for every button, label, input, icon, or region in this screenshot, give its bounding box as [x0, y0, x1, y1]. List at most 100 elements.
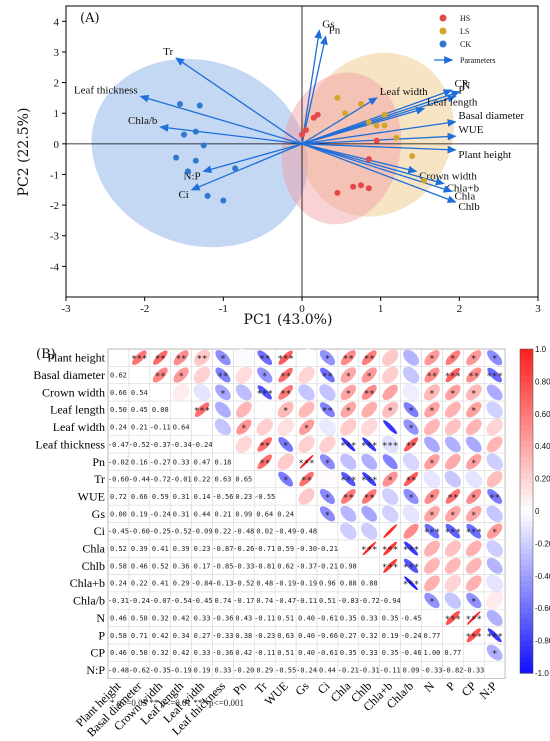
correlation-ellipse [444, 436, 461, 453]
column-label: Pn [230, 679, 249, 698]
colorbar-segment [520, 424, 533, 431]
correlation-ellipse [362, 472, 377, 487]
colorbar-segment [520, 619, 533, 625]
correlation-value: 0.35 [340, 614, 357, 622]
correlation-ellipse [424, 557, 440, 574]
correlation-value: -0.62 [129, 666, 150, 674]
correlation-ellipse [257, 437, 273, 452]
correlation-ellipse [424, 350, 440, 366]
correlation-value: 0.41 [152, 580, 169, 588]
vector-label: Basal diameter [458, 110, 524, 122]
point-hs [299, 131, 305, 138]
correlation-ellipse [340, 384, 357, 401]
correlation-value: -0.81 [254, 562, 275, 570]
correlation-value: -0.37 [296, 562, 317, 570]
vector-cp [301, 89, 453, 145]
point-ck [196, 102, 203, 109]
colorbar-segment [520, 586, 533, 593]
correlation-ellipse [277, 418, 295, 436]
significance-stars: * [492, 528, 497, 538]
correlation-ellipse [465, 506, 482, 522]
correlation-value: -0.48 [108, 666, 129, 674]
correlation-value: 0.17 [194, 562, 211, 570]
significance-stars: * [325, 459, 330, 469]
colorbar-segment [520, 516, 533, 523]
correlation-ellipse [173, 367, 189, 383]
correlation-value: 0.19 [131, 510, 148, 518]
colorbar-segment [520, 419, 533, 426]
correlation-value: -0.60 [108, 476, 129, 484]
vector-label: Chla/b [128, 115, 158, 127]
correlation-ellipse [235, 384, 252, 401]
significance-stars: ** [176, 355, 187, 365]
correlation-value: -0.71 [254, 545, 275, 553]
significance-stars: * [346, 389, 351, 399]
correlation-ellipse [319, 454, 336, 470]
significance-stars: *** [361, 476, 377, 486]
correlation-value: 0.08 [152, 406, 169, 414]
colorbar-segment [520, 646, 533, 652]
legend-label: CK [460, 40, 471, 49]
colorbar-segment [520, 430, 533, 436]
colorbar-segment [520, 554, 533, 561]
correlation-value: -0.37 [150, 441, 171, 449]
vector-label: Leaf length [427, 97, 478, 109]
legend-label: LS [460, 27, 469, 36]
significance-stars: * [262, 372, 267, 382]
correlation-value: -0.36 [212, 614, 233, 622]
row-label: Tr [94, 472, 105, 486]
correlation-ellipse [382, 349, 399, 366]
correlation-value: -0.17 [233, 597, 254, 605]
correlation-value: 0.66 [131, 493, 148, 501]
significance-stars: *** [466, 632, 482, 642]
correlation-ellipse [424, 436, 440, 453]
correlation-ellipse [215, 384, 231, 401]
significance-stars: ** [406, 441, 417, 451]
correlation-ellipse [424, 575, 440, 592]
colorbar-segment [520, 478, 533, 485]
correlation-ellipse [278, 367, 293, 383]
significance-stars: ** [259, 441, 270, 451]
row-label: Leaf length [50, 403, 105, 417]
correlation-ellipse [486, 453, 503, 471]
point-ck [192, 128, 199, 135]
vector-leaf-width [301, 97, 378, 145]
significance-stars: * [429, 598, 434, 608]
correlation-ellipse [424, 402, 440, 418]
correlation-value: -0.82 [442, 666, 463, 674]
correlation-ellipse [444, 592, 461, 609]
correlation-ellipse [465, 436, 482, 453]
row-label: N [96, 611, 105, 625]
significance-stars: * [429, 355, 434, 365]
correlation-ellipse [194, 402, 210, 417]
colorbar-segment [520, 354, 533, 361]
row-label: Chla+b [70, 576, 105, 590]
correlation-ellipse [403, 472, 419, 487]
colorbar-segment [520, 467, 533, 474]
correlation-value: 0.54 [131, 389, 148, 397]
correlation-value: -0.11 [150, 424, 171, 432]
significance-stars: * [178, 372, 183, 382]
point-ls [409, 153, 416, 160]
correlation-value: 0.22 [194, 476, 211, 484]
significance-stars: * [325, 493, 330, 503]
correlation-value: 0.40 [298, 649, 315, 657]
correlation-value: -0.21 [338, 666, 359, 674]
colorbar-segment [520, 548, 533, 555]
x-tick-label: 2 [457, 303, 463, 315]
colorbar-segment [520, 376, 533, 382]
significance-stars: ** [364, 355, 375, 365]
colorbar-segment [520, 602, 533, 609]
significance-stars: * [346, 407, 351, 417]
correlation-ellipse [298, 419, 315, 435]
correlation-ellipse [486, 592, 504, 610]
correlation-value: -0.11 [296, 597, 317, 605]
correlation-value: 0.18 [215, 458, 232, 466]
correlation-value: 0.58 [110, 562, 127, 570]
colorbar-segment [520, 386, 533, 393]
correlation-ellipse [424, 592, 440, 609]
correlation-value: 0.72 [110, 493, 127, 501]
point-hs [365, 156, 372, 163]
vector-ci [190, 143, 303, 191]
correlation-value: 0.51 [319, 597, 336, 605]
